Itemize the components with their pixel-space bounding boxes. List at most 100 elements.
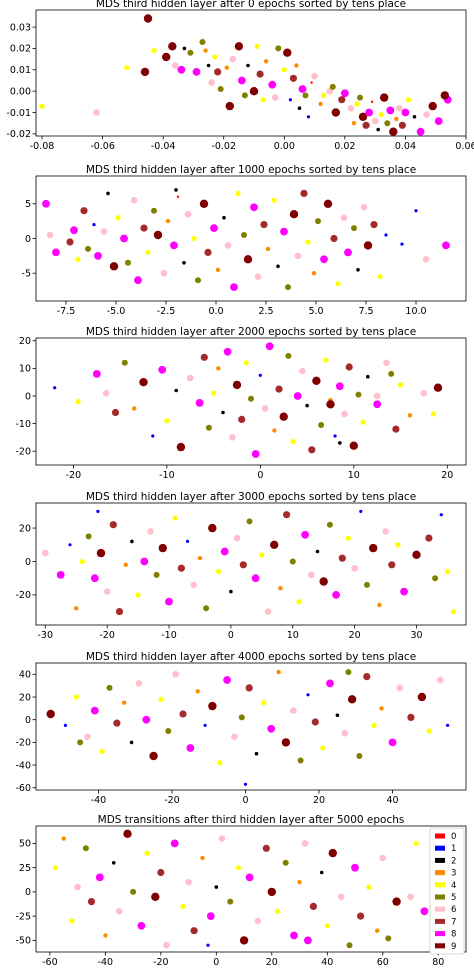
data-point — [283, 511, 291, 519]
data-point — [140, 224, 148, 232]
data-point — [208, 79, 215, 86]
data-point — [205, 424, 212, 431]
data-point — [315, 549, 320, 554]
data-point — [229, 55, 237, 63]
x-tick-label: 0.04 — [395, 141, 416, 152]
data-point — [220, 547, 229, 556]
data-point — [195, 277, 201, 284]
data-point — [388, 370, 395, 377]
data-point — [318, 422, 325, 428]
data-point — [385, 935, 392, 942]
data-point — [426, 728, 432, 734]
data-point — [345, 363, 353, 371]
data-point — [265, 342, 274, 351]
data-point — [234, 42, 244, 51]
legend-swatch — [435, 906, 445, 912]
legend-label: 8 — [451, 930, 456, 940]
data-point — [75, 398, 81, 405]
scatter-panel-6: MDS transitions after third hidden layer… — [15, 814, 467, 968]
data-point — [233, 534, 241, 542]
data-point — [246, 63, 250, 68]
data-point — [42, 549, 49, 557]
data-point — [68, 543, 72, 547]
y-tick-label: 20 — [19, 336, 31, 347]
data-point — [267, 724, 276, 733]
data-point — [296, 599, 302, 605]
data-point — [268, 80, 277, 89]
data-point — [446, 723, 450, 728]
data-point — [122, 700, 127, 705]
data-point — [351, 863, 359, 872]
chart-title: MDS third hidden layer after 2000 epochs… — [86, 326, 416, 338]
x-tick-label: 20 — [441, 470, 453, 481]
data-point — [134, 276, 142, 285]
data-point — [283, 48, 292, 57]
legend-swatch — [435, 882, 445, 888]
data-point — [306, 115, 311, 119]
legend-label: 3 — [451, 869, 456, 879]
data-point — [56, 571, 65, 579]
y-tick-label: 0.01 — [10, 65, 31, 76]
data-point — [379, 706, 384, 711]
plot-frame — [35, 825, 467, 953]
data-point — [312, 376, 321, 385]
data-point — [365, 108, 373, 117]
data-point — [235, 865, 242, 871]
x-tick-label: 0.02 — [334, 141, 355, 152]
data-point — [46, 231, 54, 239]
legend-label: 5 — [451, 893, 456, 903]
legend-label: 6 — [451, 905, 456, 915]
data-point — [174, 388, 178, 393]
data-point — [151, 892, 160, 901]
data-point — [160, 269, 168, 277]
scatter-panel-1: MDS third hidden layer after 0 epochs so… — [6, 0, 474, 152]
data-point — [376, 127, 381, 132]
x-tick-label: 20 — [349, 630, 361, 641]
data-point — [311, 718, 319, 726]
plot-area — [36, 663, 466, 790]
x-tick-label: -40 — [91, 795, 107, 806]
data-point — [326, 400, 335, 409]
data-point — [338, 96, 346, 104]
x-tick-label: 80 — [432, 957, 444, 965]
scatter-panel-4: MDS third hidden layer after 3000 epochs… — [15, 491, 467, 641]
data-point — [384, 233, 388, 237]
data-point — [345, 535, 351, 541]
data-point — [281, 738, 291, 747]
data-point — [251, 450, 260, 458]
data-point — [355, 391, 362, 398]
data-point — [176, 442, 186, 452]
data-point — [46, 709, 55, 719]
legend-label: 1 — [451, 844, 456, 854]
data-point — [271, 197, 277, 203]
data-point — [251, 574, 260, 583]
data-point — [262, 844, 270, 852]
data-point — [203, 605, 210, 612]
data-point — [42, 199, 50, 208]
data-point — [275, 45, 282, 52]
legend-label: 2 — [451, 856, 456, 866]
data-point — [275, 385, 283, 393]
data-point — [229, 589, 233, 594]
y-tick-label: 0.00 — [10, 86, 31, 97]
data-point — [84, 733, 91, 740]
data-point — [282, 859, 289, 866]
data-point — [217, 760, 223, 766]
data-point — [389, 127, 398, 136]
legend-swatch — [435, 894, 445, 900]
data-point — [200, 353, 208, 361]
chart-title: MDS third hidden layer after 4000 epochs… — [86, 651, 416, 663]
data-point — [245, 873, 254, 882]
chart-title: MDS third hidden layer after 3000 epochs… — [86, 491, 416, 503]
data-point — [164, 418, 170, 424]
y-tick-label: -25 — [15, 911, 31, 922]
data-point — [323, 199, 333, 208]
data-point — [344, 248, 352, 257]
x-tick-label: 40 — [321, 957, 333, 965]
data-point — [153, 571, 160, 578]
data-point — [241, 232, 247, 238]
data-point — [103, 933, 108, 938]
data-point — [120, 234, 128, 243]
plot-area — [36, 826, 466, 952]
